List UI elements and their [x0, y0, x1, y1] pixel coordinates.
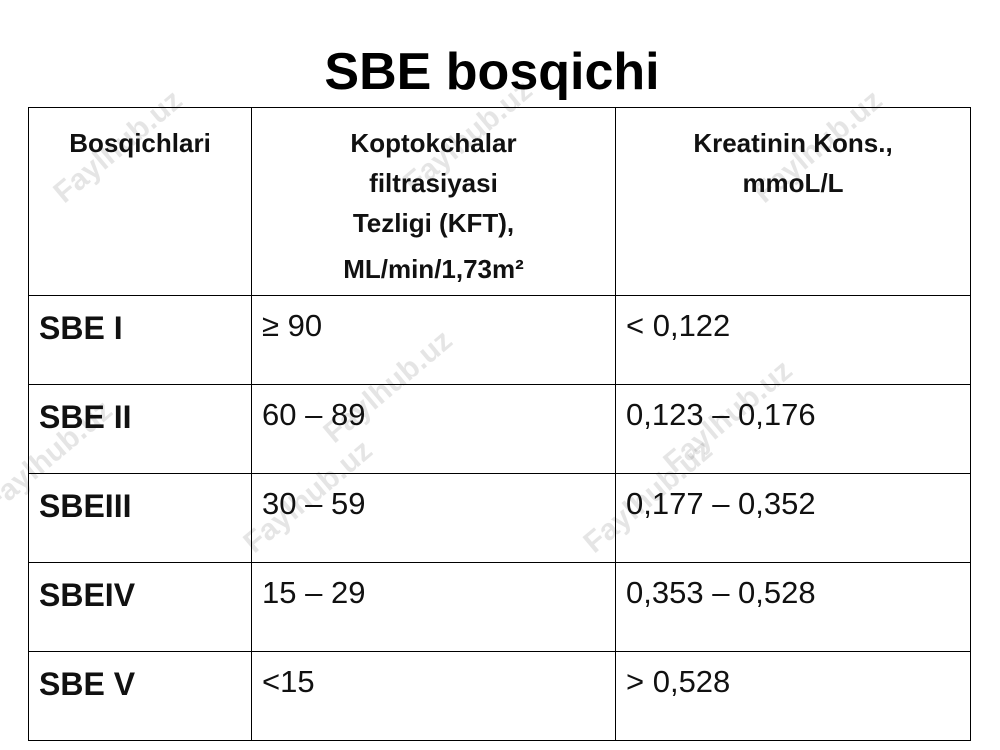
- table-cell: 15 – 29: [251, 562, 616, 652]
- table-cell: 0,123 – 0,176: [615, 384, 971, 474]
- table-cell: ≥ 90: [251, 295, 616, 385]
- header-cell: Kreatinin Kons., mmoL/L: [615, 107, 971, 296]
- table-cell: < 0,122: [615, 295, 971, 385]
- table-cell: SBE II: [28, 384, 252, 474]
- slide-title: SBE bosqichi: [324, 43, 660, 101]
- table-row: SBE II 60 – 89 0,123 – 0,176: [28, 384, 971, 474]
- table-cell: SBE V: [28, 651, 252, 741]
- table-cell: SBE I: [28, 295, 252, 385]
- header-text: Tezligi (KFT),: [352, 208, 515, 238]
- table-cell: 0,353 – 0,528: [615, 562, 971, 652]
- table-row: SBEIII 30 – 59 0,177 – 0,352: [28, 473, 971, 563]
- table-row: SBE I ≥ 90 < 0,122: [28, 295, 971, 385]
- header-text: Koptokchalar: [350, 128, 517, 158]
- table-cell: 0,177 – 0,352: [615, 473, 971, 563]
- table-cell: SBEIII: [28, 473, 252, 563]
- header-cell: Bosqichlari: [28, 107, 252, 296]
- table-row: SBE V <15 > 0,528: [28, 651, 971, 741]
- table-cell: SBEIV: [28, 562, 252, 652]
- header-text: filtrasiyasi: [369, 168, 498, 198]
- table-cell: <15: [251, 651, 616, 741]
- header-text: Bosqichlari: [69, 128, 211, 158]
- header-text: Kreatinin Kons.,: [693, 128, 893, 158]
- table-cell: > 0,528: [615, 651, 971, 741]
- header-text: mmoL/L: [742, 168, 844, 198]
- header-row: Bosqichlari Koptokchalar filtrasiyasi Tezli…: [28, 107, 971, 296]
- header-cell: Koptokchalar filtrasiyasi Tezligi (KFT), ML…: [251, 107, 616, 296]
- data-table: Bosqichlari Koptokchalar filtrasiyasi Tezli…: [28, 107, 971, 741]
- table-cell: 30 – 59: [251, 473, 616, 563]
- table-row: SBEIV 15 – 29 0,353 – 0,528: [28, 562, 971, 652]
- header-text: ML/min/1,73m²: [343, 254, 524, 284]
- table-cell: 60 – 89: [251, 384, 616, 474]
